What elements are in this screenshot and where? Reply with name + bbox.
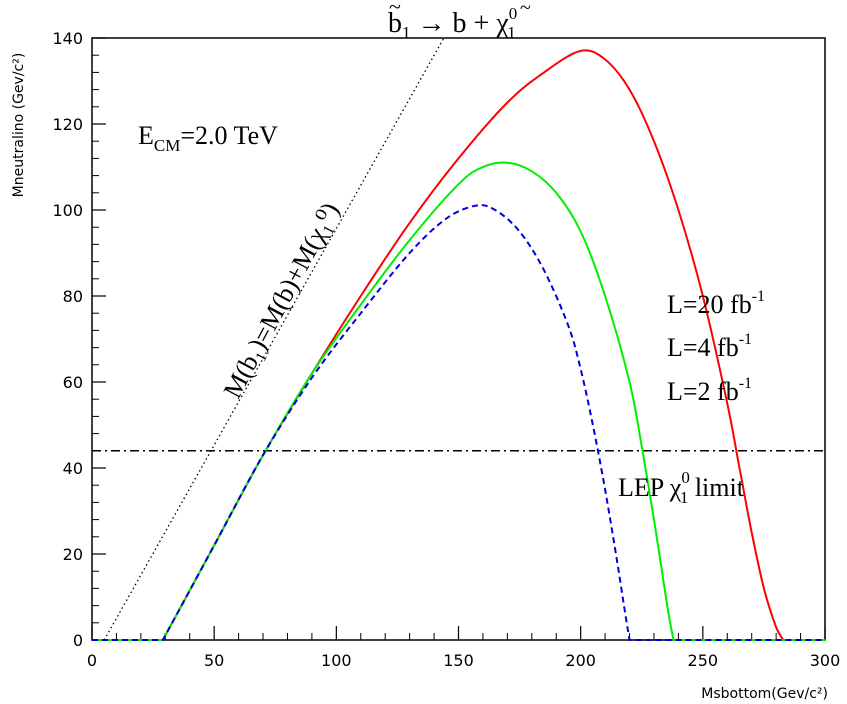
decay-sub1: 1 (402, 23, 411, 42)
decay-tilde-chi: ~ (520, 0, 531, 19)
y-tick-label: 120 (52, 115, 83, 134)
x-tick-label: 150 (443, 651, 474, 670)
x-tick-label: 50 (204, 651, 224, 670)
x-tick-label: 100 (321, 651, 352, 670)
y-tick-label: 80 (63, 287, 83, 306)
svg-text:b1 → b + χ01: b1 → b + χ0 1 (388, 4, 517, 42)
lum-20-base: L=20 fb (667, 290, 752, 319)
decay-plus: + (474, 8, 490, 39)
y-tick-label: 20 (63, 545, 83, 564)
lum-label-2: L=2 fb-1 (667, 375, 752, 406)
lum-4-sup: -1 (739, 331, 752, 348)
decay-chi: χ (495, 8, 509, 39)
lep-limit-label: LEP χ0 1 limit (618, 468, 745, 507)
decay-rhs-b: b (453, 8, 467, 39)
mass-relation-label: M(b₁)=M(b)+M(χ₁⁰) (218, 198, 345, 403)
axis-tick-labels: 0 50 100 150 200 250 300 0 20 40 60 80 100 120 140 (52, 29, 840, 670)
lum-4-base: L=4 fb (667, 333, 739, 362)
x-tick-label: 200 (565, 651, 596, 670)
ecm-rest: =2.0 TeV (180, 121, 278, 150)
lep-sub: 1 (680, 488, 689, 507)
decay-arrow: → (418, 8, 446, 39)
series-line-L2 (92, 204, 825, 641)
lum-label-4: L=4 fb-1 (667, 331, 752, 362)
x-tick-label: 250 (688, 651, 719, 670)
x-tick-label: 0 (87, 651, 97, 670)
lep-pre: LEP (618, 473, 670, 502)
lum-20-sup: -1 (752, 288, 765, 305)
ecm-e: E (138, 121, 154, 150)
series-group (92, 49, 825, 641)
y-axis-title: Mneutralino (Gev/c²) (11, 53, 27, 198)
decay-tilde-b: ~ (389, 0, 401, 19)
ecm-sub: CM (154, 136, 180, 155)
y-tick-label: 60 (63, 373, 83, 392)
lum-label-20: L=20 fb-1 (667, 288, 765, 319)
lum-2-base: L=2 fb (667, 377, 739, 406)
y-tick-label: 100 (52, 201, 83, 220)
decay-annotation: b1 → b + χ0 1 ~ ~ (388, 0, 531, 42)
x-axis-title: Msbottom(Gev/c²) (701, 686, 828, 702)
ecm-annotation: ECM=2.0 TeV (138, 121, 278, 155)
lep-chi: χ (669, 473, 682, 502)
decay-b: b (388, 8, 402, 39)
decay-sup0: 0 (509, 4, 518, 23)
decay-sub1b: 1 (507, 23, 516, 42)
lep-sup: 0 (681, 468, 690, 487)
x-tick-label: 300 (810, 651, 841, 670)
y-tick-label: 0 (73, 631, 83, 650)
series-line-L4 (92, 161, 825, 641)
lep-post: limit (688, 473, 744, 502)
y-tick-label: 140 (52, 29, 83, 48)
lum-2-sup: -1 (739, 375, 752, 392)
y-tick-label: 40 (63, 459, 83, 478)
